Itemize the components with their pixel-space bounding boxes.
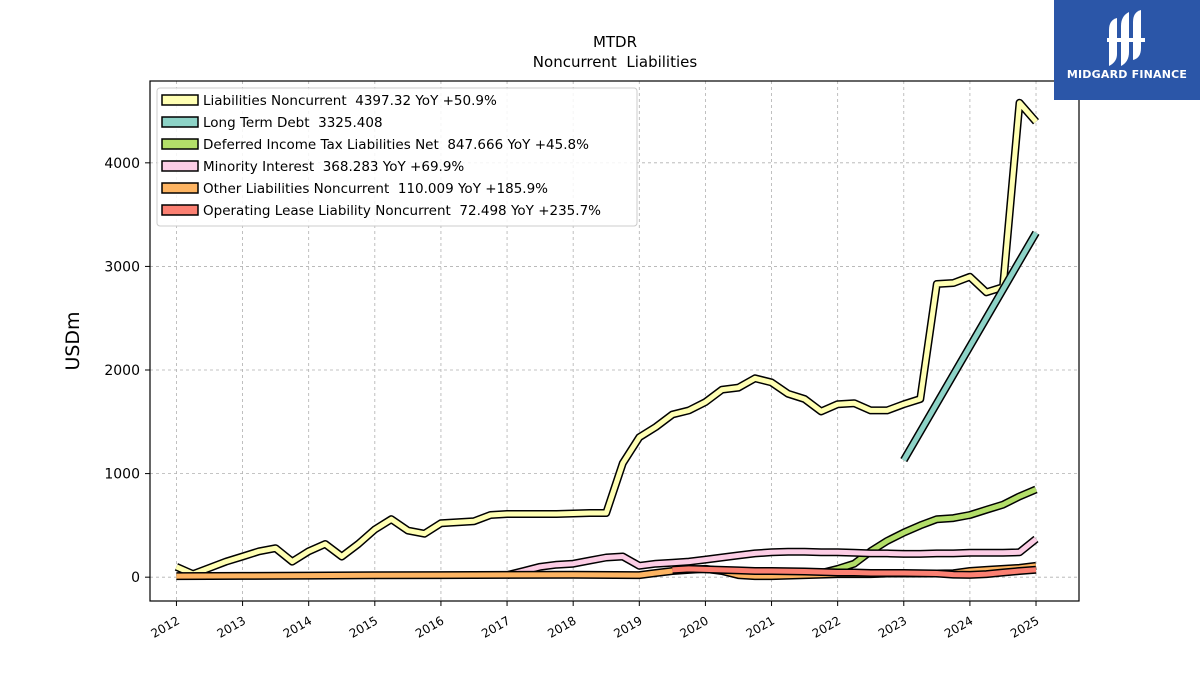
x-tick-label: 2025	[1008, 613, 1041, 640]
x-tick-label: 2024	[942, 613, 975, 640]
x-tick-label: 2021	[744, 613, 777, 640]
x-tick-label: 2019	[611, 613, 644, 640]
legend-swatch	[161, 138, 199, 150]
x-tick-label: 2020	[677, 613, 710, 640]
series-line-2	[901, 231, 1039, 462]
x-tick-label: 2023	[876, 613, 909, 640]
legend-swatch	[161, 204, 199, 216]
legend-swatch	[161, 116, 199, 128]
y-tick-label: 2000	[104, 363, 140, 379]
series-line-6	[672, 566, 1037, 578]
legend-label: Deferred Income Tax Liabilities Net 847.…	[203, 137, 589, 153]
legend-label: Other Liabilities Noncurrent 110.009 YoY…	[203, 181, 548, 197]
legend-box	[156, 87, 638, 227]
y-tick-label: 3000	[104, 259, 140, 275]
brand-name: MIDGARD FINANCE	[1066, 68, 1188, 81]
legend-swatch	[161, 94, 199, 106]
legend: Liabilities Noncurrent 4397.32 YoY +50.9…	[156, 87, 638, 227]
y-tick-label: 1000	[104, 467, 140, 483]
x-tick-label: 2014	[281, 613, 314, 640]
x-tick-label: 2012	[148, 613, 181, 640]
x-tick-label: 2013	[215, 613, 248, 640]
x-tick-label: 2015	[347, 613, 380, 640]
legend-swatch	[161, 182, 199, 194]
legend-swatch	[161, 160, 199, 172]
x-tick-label: 2017	[479, 613, 512, 640]
brand-logo: MIDGARD FINANCE	[1054, 0, 1200, 100]
legend-label: Operating Lease Liability Noncurrent 72.…	[203, 203, 601, 219]
y-tick-label: 4000	[104, 156, 140, 172]
chart-title: MTDR	[593, 33, 637, 51]
legend-label: Liabilities Noncurrent 4397.32 YoY +50.9…	[203, 93, 497, 109]
x-tick-label: 2016	[413, 613, 446, 640]
chart-subtitle: Noncurrent Liabilities	[533, 53, 698, 71]
plot-frame	[149, 80, 1080, 602]
series-layer	[174, 98, 1040, 581]
series-line-3	[820, 487, 1037, 576]
series-line-4	[506, 537, 1038, 578]
y-axis-label: USDm	[62, 311, 84, 370]
series-line-1	[175, 100, 1038, 577]
x-tick-label: 2018	[545, 613, 578, 640]
y-tick-label: 0	[131, 570, 140, 586]
x-tick-label: 2022	[810, 613, 843, 640]
brand-mark-icon	[1107, 10, 1145, 66]
legend-label: Minority Interest 368.283 YoY +69.9%	[203, 159, 464, 175]
legend-label: Long Term Debt 3325.408	[203, 115, 383, 131]
